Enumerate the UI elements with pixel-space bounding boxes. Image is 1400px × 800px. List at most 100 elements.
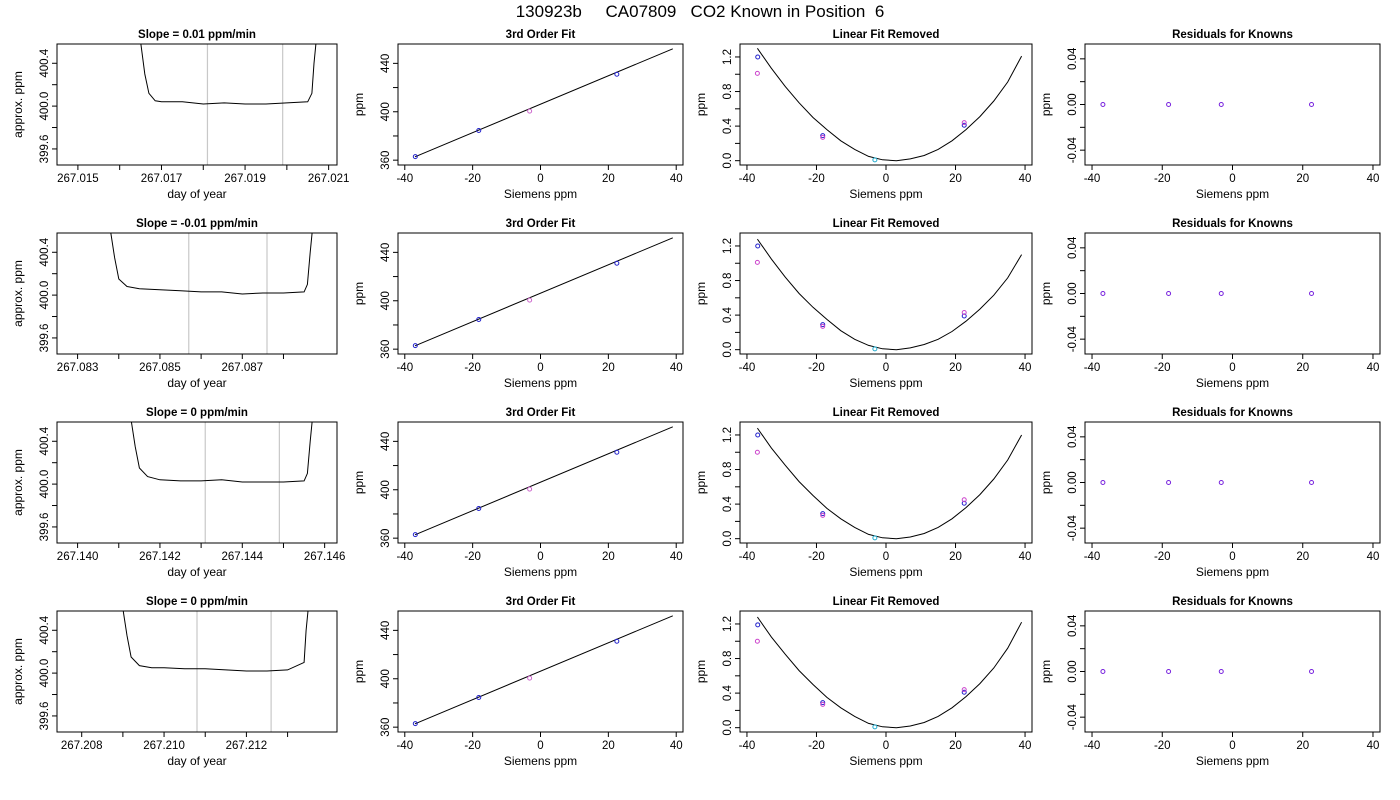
series-line <box>130 422 313 483</box>
x-tick-label: -40 <box>739 362 756 374</box>
y-tick-label: 0.8 <box>722 273 734 289</box>
series-line <box>140 44 317 105</box>
x-tick-label: -40 <box>739 740 756 752</box>
x-axis-label: Siemens ppm <box>849 187 922 201</box>
y-tick-label: 0.04 <box>1067 614 1079 637</box>
x-tick-label: 40 <box>1019 362 1032 374</box>
y-axis-label: ppm <box>694 93 708 116</box>
y-tick-label: 0.00 <box>1067 282 1079 304</box>
x-axis-label: Siemens ppm <box>849 376 922 390</box>
data-point <box>961 310 967 316</box>
data-point <box>1166 291 1172 296</box>
panel-title: Slope = 0 ppm/min <box>146 596 248 608</box>
y-tick-label: 0.04 <box>1067 47 1079 70</box>
x-tick-label: 267.146 <box>304 551 346 563</box>
y-axis-label: approx. ppm <box>11 449 25 516</box>
plot-frame <box>56 610 338 733</box>
data-point <box>1218 669 1224 674</box>
x-tick-label: -20 <box>1154 362 1171 374</box>
x-tick-label: 40 <box>1019 173 1032 185</box>
chart-panel: Residuals for Knowns -40 -20 0 20 40 -0.04 0.00… <box>1039 218 1381 390</box>
panel-title: Residuals for Knowns <box>1172 596 1293 608</box>
x-tick-label: 0 <box>537 173 543 185</box>
y-tick-label: 1.2 <box>722 616 734 632</box>
y-axis-label: ppm <box>694 282 708 305</box>
x-tick-label: 20 <box>602 740 615 752</box>
x-tick-label: 0 <box>537 551 543 563</box>
x-tick-label: -20 <box>1154 551 1171 563</box>
x-tick-label: 0 <box>537 362 543 374</box>
x-tick-label: 20 <box>1296 551 1309 563</box>
y-tick-label: 399.6 <box>39 324 51 353</box>
x-tick-label: 20 <box>949 362 962 374</box>
x-axis-label: Siemens ppm <box>504 376 577 390</box>
x-tick-label: 40 <box>670 362 683 374</box>
panel-title: 3rd Order Fit <box>506 596 576 608</box>
data-point <box>614 638 620 644</box>
y-tick-label: 0.0 <box>722 720 734 736</box>
y-tick-label: -0.04 <box>1067 514 1079 541</box>
y-axis-label: ppm <box>694 471 708 494</box>
x-tick-label: 267.087 <box>222 362 264 374</box>
y-tick-label: 0.04 <box>1067 425 1079 448</box>
x-tick-label: 40 <box>670 740 683 752</box>
x-tick-label: 20 <box>1296 362 1309 374</box>
series-line <box>756 427 1023 540</box>
x-tick-label: 40 <box>1019 740 1032 752</box>
data-point <box>476 506 482 512</box>
y-axis-label: approx. ppm <box>11 71 25 138</box>
data-point <box>961 313 967 319</box>
y-tick-label: 400.4 <box>39 237 51 266</box>
chart-panel: 3rd Order Fit -40 -20 0 20 40 360 400 440 Siemens… <box>352 407 684 579</box>
plot-frame <box>739 232 1033 355</box>
x-tick-label: 267.019 <box>224 173 266 185</box>
plot-frame <box>56 43 338 166</box>
data-point <box>754 638 760 644</box>
chart-panel: Slope = 0 ppm/min 267.208 267.210 267.212 39… <box>11 596 338 768</box>
x-tick-label: -20 <box>808 551 825 563</box>
y-tick-label: 1.2 <box>722 427 734 443</box>
panel-title: Linear Fit Removed <box>833 596 940 608</box>
x-tick-label: 267.021 <box>308 173 350 185</box>
chart-panel: Slope = 0.01 ppm/min 267.015 267.017 267.01… <box>11 29 349 201</box>
panel-title: Slope = 0 ppm/min <box>146 407 248 419</box>
panel-title: Residuals for Knowns <box>1172 29 1293 41</box>
y-tick-label: 440 <box>380 432 392 451</box>
x-tick-label: 267.142 <box>139 551 181 563</box>
data-point <box>614 71 620 77</box>
data-point <box>1166 480 1172 485</box>
x-tick-label: 40 <box>670 551 683 563</box>
chart-panel: Residuals for Knowns -40 -20 0 20 40 -0.04 0.00… <box>1039 596 1381 768</box>
series-line <box>756 238 1023 351</box>
chart-panel: Residuals for Knowns -40 -20 0 20 40 -0.04 0.00… <box>1039 407 1381 579</box>
y-axis-label: ppm <box>352 282 366 305</box>
data-point <box>872 535 878 541</box>
plot-frame <box>1084 421 1381 544</box>
data-point <box>1166 669 1172 674</box>
data-point <box>961 500 967 506</box>
y-tick-label: 440 <box>380 54 392 73</box>
data-point <box>527 297 533 303</box>
y-tick-label: 400.4 <box>39 48 51 77</box>
x-tick-label: 0 <box>883 362 889 374</box>
y-axis-label: ppm <box>1039 93 1053 116</box>
y-tick-label: 360 <box>380 718 392 737</box>
x-tick-label: 0 <box>883 740 889 752</box>
y-tick-label: 1.2 <box>722 49 734 65</box>
x-tick-label: 0 <box>883 551 889 563</box>
y-tick-label: 400.0 <box>39 470 51 499</box>
x-tick-label: 20 <box>602 173 615 185</box>
panel-title: Residuals for Knowns <box>1172 218 1293 230</box>
data-point <box>1100 102 1106 107</box>
y-tick-label: 400.0 <box>39 659 51 688</box>
x-tick-label: -20 <box>464 173 481 185</box>
chart-panel: Slope = 0 ppm/min 267.140 267.142 267.144 26… <box>11 407 345 579</box>
y-tick-label: 0.8 <box>722 651 734 667</box>
y-tick-label: 0.00 <box>1067 471 1079 493</box>
y-tick-label: 1.2 <box>722 238 734 254</box>
panel-title: Slope = 0.01 ppm/min <box>138 29 256 41</box>
x-tick-label: 0 <box>537 740 543 752</box>
x-axis-label: Siemens ppm <box>849 754 922 768</box>
chart-panel: Linear Fit Removed -40 -20 0 20 40 0.0 0.4 0.8 1.… <box>694 596 1033 768</box>
x-axis-label: day of year <box>167 754 226 768</box>
